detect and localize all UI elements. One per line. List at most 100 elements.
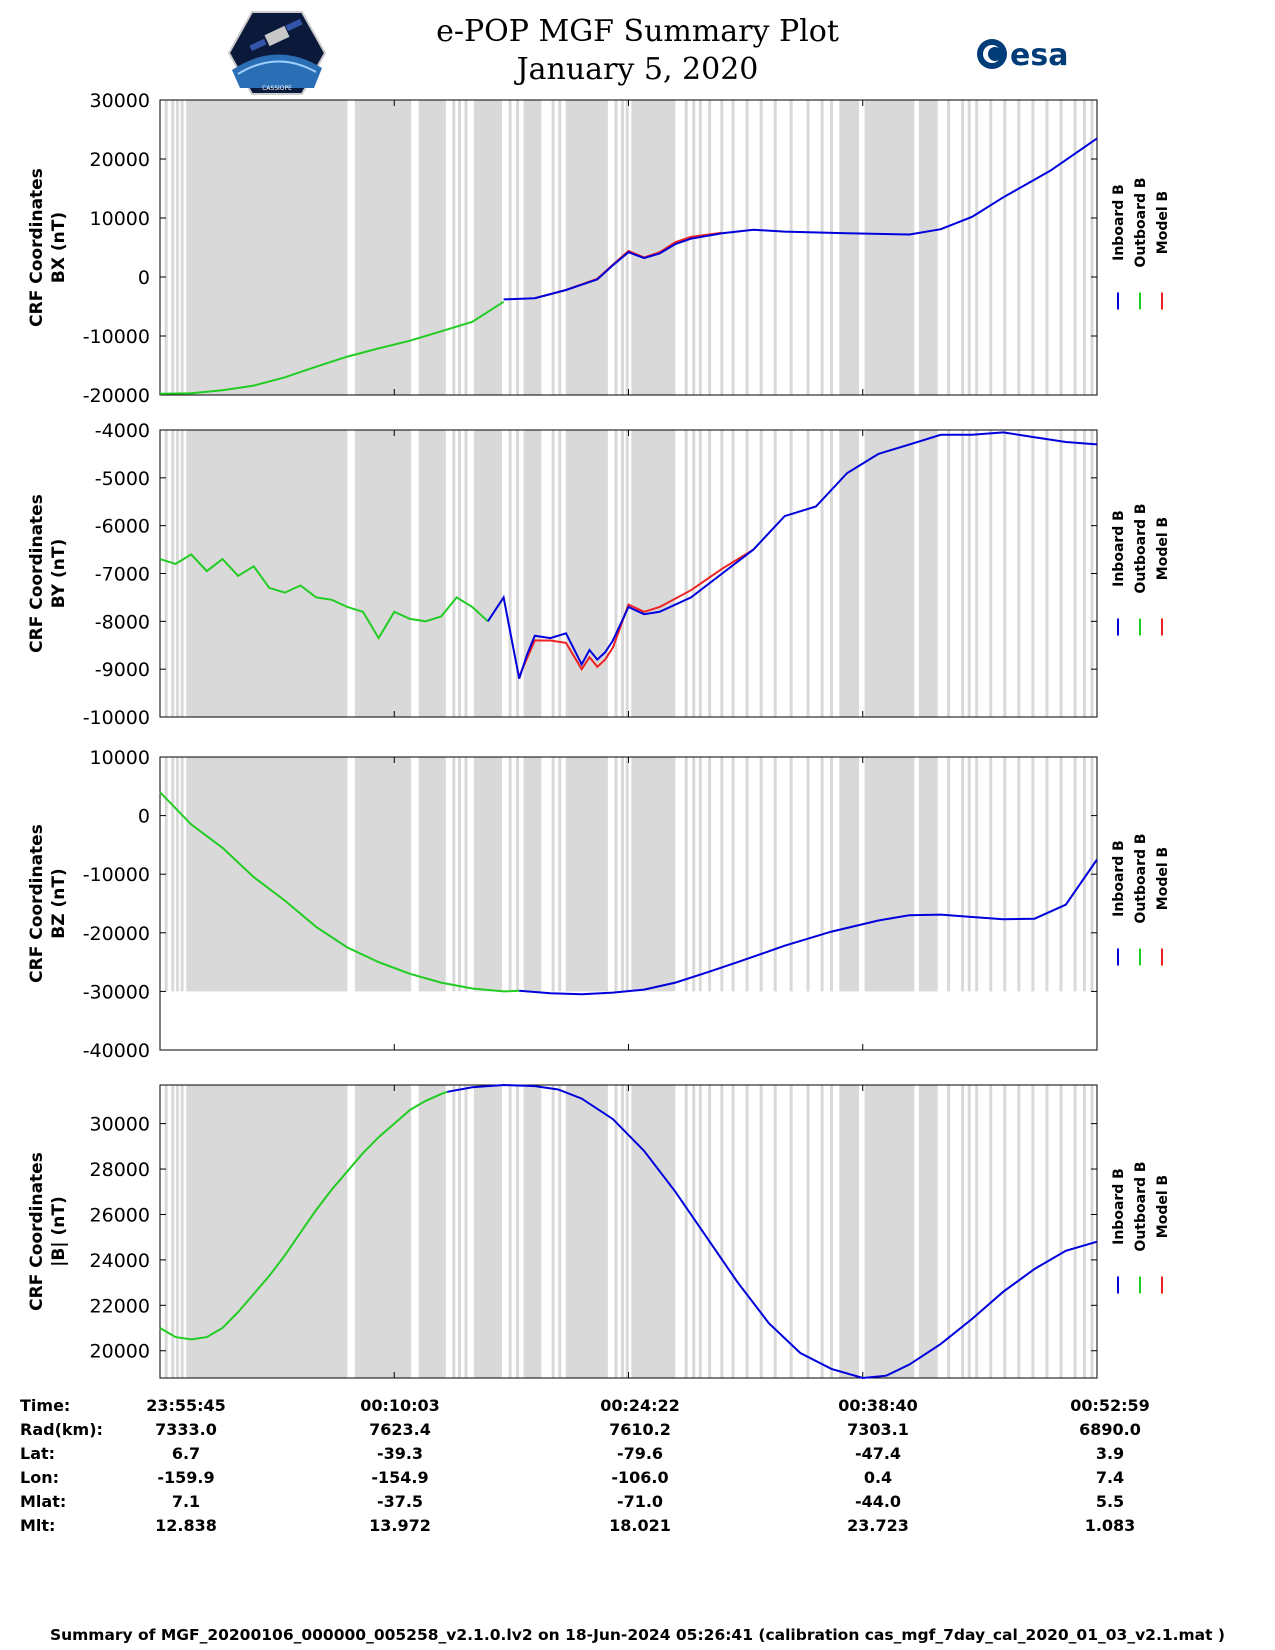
gap-shading xyxy=(947,1085,951,1378)
gap-shading xyxy=(1045,430,1049,717)
gap-shading xyxy=(523,757,542,992)
gap-shading xyxy=(1017,757,1021,992)
gap-shading xyxy=(464,100,468,395)
gap-shading xyxy=(565,1085,608,1378)
table-cell: -71.0 xyxy=(616,1492,664,1511)
gap-shading xyxy=(1082,1085,1086,1378)
gap-shading xyxy=(759,1085,763,1378)
gap-shading xyxy=(164,430,168,717)
y-axis-label: CRF Coordinates xyxy=(27,494,47,653)
gap-shading xyxy=(918,100,938,395)
gap-shading xyxy=(1031,1085,1035,1378)
inboard-series-line xyxy=(447,1083,1098,1380)
y-tick-label: -9000 xyxy=(95,659,150,681)
gap-shading xyxy=(565,100,608,395)
gap-shading xyxy=(452,100,456,395)
gap-shading xyxy=(523,430,542,717)
gap-shading xyxy=(864,757,915,992)
gap-shading xyxy=(692,1085,696,1378)
y-axis-label: CRF Coordinates xyxy=(27,168,47,327)
esa-wordmark: esa xyxy=(1010,38,1068,73)
y-tick-label: -20000 xyxy=(83,923,150,945)
legend-entry: Model B xyxy=(1155,517,1171,580)
gap-shading xyxy=(186,430,348,717)
y-tick-label: -10000 xyxy=(83,326,150,348)
gap-shading xyxy=(967,1085,971,1378)
gap-shading xyxy=(720,100,724,395)
legend-entry: Inboard B xyxy=(1111,510,1127,587)
gap-shading xyxy=(1082,100,1086,395)
plot-title: e-POP MGF Summary Plot xyxy=(436,14,839,49)
gap-shading xyxy=(947,430,951,717)
gap-shading xyxy=(692,757,696,992)
inboard-series-line xyxy=(519,858,1098,996)
gap-shading xyxy=(839,100,860,395)
gap-shading xyxy=(745,1085,749,1378)
gap-shading xyxy=(631,757,676,992)
gap-shading xyxy=(918,757,938,992)
legend-entry: Outboard B xyxy=(1133,833,1149,923)
gap-shading xyxy=(759,100,763,395)
gap-shading xyxy=(418,100,446,395)
gap-shading xyxy=(967,100,971,395)
gap-shading xyxy=(614,100,618,395)
gap-shading xyxy=(684,430,688,717)
gap-shading xyxy=(684,757,688,992)
y-tick-label: 0 xyxy=(138,806,150,828)
legend-entry: Outboard B xyxy=(1133,503,1149,593)
gap-shading xyxy=(457,430,461,717)
gap-shading xyxy=(551,430,555,717)
table-cell: 7.4 xyxy=(1095,1468,1125,1487)
gap-shading xyxy=(1045,757,1049,992)
y-tick-label: 22000 xyxy=(90,1295,150,1317)
y-tick-label: -10000 xyxy=(83,707,150,729)
table-cell: 18.021 xyxy=(609,1516,671,1535)
gap-shading xyxy=(698,430,702,717)
legend-entry: Inboard B xyxy=(1111,840,1127,917)
gap-shading xyxy=(975,1085,979,1378)
gap-shading xyxy=(698,100,702,395)
gap-shading xyxy=(1017,100,1021,395)
y-tick-label: -10000 xyxy=(83,864,150,886)
gap-shading xyxy=(918,1085,938,1378)
gap-shading xyxy=(180,1085,184,1378)
gap-shading xyxy=(464,1085,468,1378)
gap-shading xyxy=(473,1085,503,1378)
gap-shading xyxy=(731,100,735,395)
gap-shading xyxy=(829,100,833,395)
y-axis-label: BZ (nT) xyxy=(49,868,69,938)
gap-shading xyxy=(171,1085,175,1378)
table-cell: 6.7 xyxy=(171,1444,201,1463)
footer-caption: Summary of MGF_20200106_000000_005258_v2… xyxy=(49,1626,1226,1644)
y-axis-label: BY (nT) xyxy=(49,539,69,609)
gap-shading xyxy=(565,757,608,992)
table-cell: -39.3 xyxy=(376,1444,424,1463)
gap-shading xyxy=(551,757,555,992)
gap-shading xyxy=(1059,1085,1063,1378)
gap-shading xyxy=(464,757,468,992)
gap-shading xyxy=(621,1085,625,1378)
gap-shading xyxy=(1003,100,1007,395)
table-cell: 00:24:22 xyxy=(600,1396,680,1415)
gap-shading xyxy=(1031,430,1035,717)
gap-shading xyxy=(684,1085,688,1378)
gap-shading xyxy=(829,1085,833,1378)
legend-entry: Model B xyxy=(1155,847,1171,910)
gap-shading xyxy=(418,757,446,992)
table-cell: 23:55:45 xyxy=(146,1396,226,1415)
gap-shading xyxy=(464,430,468,717)
gap-shading xyxy=(989,430,993,717)
gap-shading xyxy=(180,757,184,992)
gap-shading xyxy=(1003,757,1007,992)
gap-shading xyxy=(773,1085,777,1378)
gap-shading xyxy=(457,1085,461,1378)
gap-shading xyxy=(621,430,625,717)
table-cell: 6890.0 xyxy=(1079,1420,1141,1439)
y-tick-label: -7000 xyxy=(95,564,150,586)
table-cell: 12.838 xyxy=(155,1516,217,1535)
gap-shading xyxy=(473,430,503,717)
gap-shading xyxy=(508,757,512,992)
gap-shading xyxy=(516,757,520,992)
gap-shading xyxy=(759,430,763,717)
